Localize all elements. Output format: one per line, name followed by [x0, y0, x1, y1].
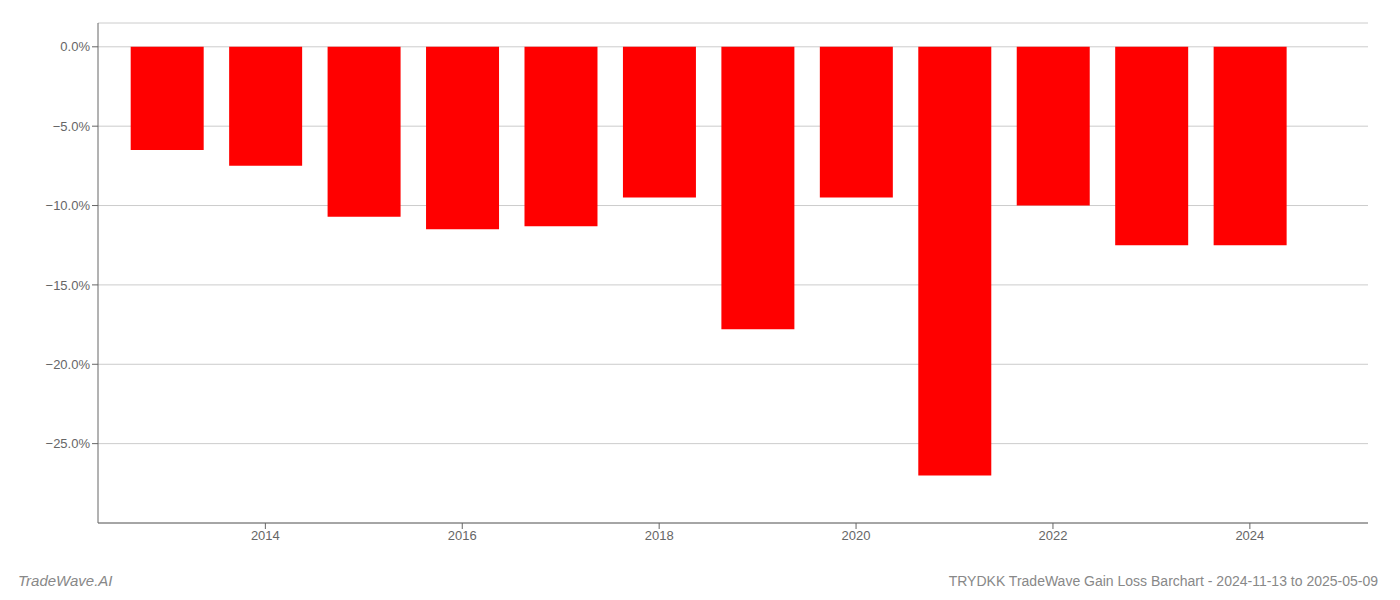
svg-text:0.0%: 0.0%: [60, 39, 90, 54]
html-text:TRYDKK TradeWave Gain Loss Bar: TRYDKK TradeWave Gain Loss Barchart - 20…: [948, 573, 1378, 589]
svg-text:2014: 2014: [251, 528, 280, 543]
svg-text:2022: 2022: [1039, 528, 1068, 543]
svg-text:−25.0%: −25.0%: [46, 436, 91, 451]
svg-text:2020: 2020: [842, 528, 871, 543]
svg-text:−10.0%: −10.0%: [46, 198, 91, 213]
svg-text:−5.0%: −5.0%: [53, 119, 91, 134]
svg-text:2018: 2018: [645, 528, 674, 543]
html-text:TradeWave.AI: TradeWave.AI: [18, 572, 113, 589]
svg-text:−20.0%: −20.0%: [46, 357, 91, 372]
svg-text:2024: 2024: [1235, 528, 1264, 543]
svg-text:2016: 2016: [448, 528, 477, 543]
svg-text:−15.0%: −15.0%: [46, 278, 91, 293]
